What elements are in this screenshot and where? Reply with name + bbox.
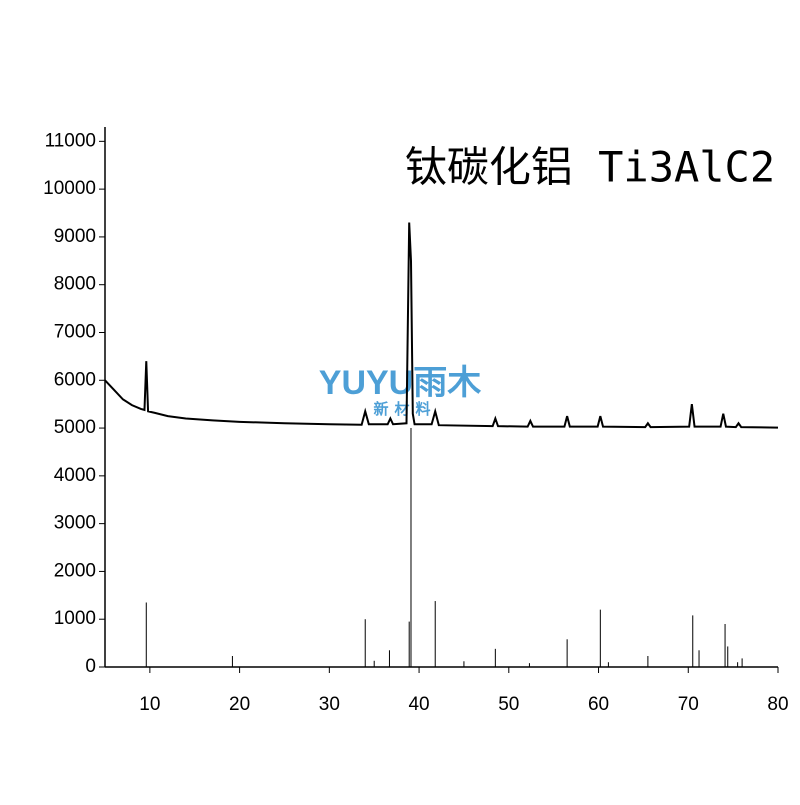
- y-tick-label: 1000: [54, 608, 96, 629]
- y-tick-label: 5000: [54, 417, 96, 438]
- xrd-pattern: [104, 222, 779, 429]
- y-tick-label: 4000: [54, 465, 96, 486]
- x-tick-label: 70: [678, 694, 699, 715]
- watermark-brand: YUYU雨木: [319, 364, 481, 402]
- x-tick-label: 40: [408, 694, 429, 715]
- y-tick-label: 10000: [43, 178, 96, 199]
- y-tick-label: 7000: [54, 322, 96, 343]
- y-tick-label: 3000: [54, 513, 96, 534]
- x-tick-label: 60: [588, 694, 609, 715]
- x-tick-label: 80: [767, 694, 788, 715]
- y-tick-label: 9000: [54, 226, 96, 247]
- y-tick-label: 0: [85, 656, 96, 677]
- y-tick-label: 2000: [54, 560, 96, 581]
- y-tick-label: 8000: [54, 274, 96, 295]
- chart-title: 钛碳化铝 Ti3AlC2: [405, 143, 775, 192]
- y-tick-label: 6000: [54, 369, 96, 390]
- y-tick-label: 11000: [45, 130, 96, 151]
- watermark-tagline: 新材料: [373, 400, 436, 418]
- x-tick-label: 30: [319, 694, 340, 715]
- x-tick-label: 20: [229, 694, 250, 715]
- x-tick-label: 10: [139, 694, 160, 715]
- x-tick-label: 50: [498, 694, 519, 715]
